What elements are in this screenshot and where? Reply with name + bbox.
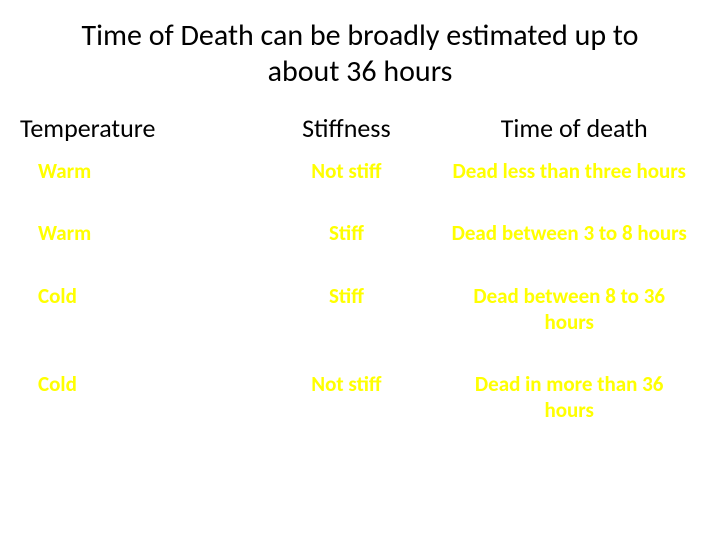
cell-time-of-death: Dead in more than 36 hours bbox=[448, 371, 700, 424]
cell-stiffness: Stiff bbox=[244, 220, 448, 246]
cell-time-of-death: Dead less than three hours bbox=[448, 158, 700, 184]
table-header-row: Temperature Stiffness Time of death bbox=[20, 112, 700, 144]
cell-temperature: Warm bbox=[20, 158, 244, 184]
cell-stiffness: Not stiff bbox=[244, 371, 448, 397]
cell-temperature: Warm bbox=[20, 220, 244, 246]
column-header-time-of-death: Time of death bbox=[448, 112, 700, 144]
table-row: Cold Stiff Dead between 8 to 36 hours bbox=[20, 283, 700, 336]
column-header-temperature: Temperature bbox=[20, 112, 244, 144]
slide-container: Time of Death can be broadly estimated u… bbox=[0, 0, 720, 540]
tod-table: Temperature Stiffness Time of death Warm… bbox=[20, 112, 700, 424]
cell-temperature: Cold bbox=[20, 283, 244, 309]
cell-time-of-death: Dead between 8 to 36 hours bbox=[448, 283, 700, 336]
table-row: Warm Not stiff Dead less than three hour… bbox=[20, 158, 700, 184]
cell-stiffness: Stiff bbox=[244, 283, 448, 309]
table-row: Warm Stiff Dead between 3 to 8 hours bbox=[20, 220, 700, 246]
page-title: Time of Death can be broadly estimated u… bbox=[20, 18, 700, 90]
cell-stiffness: Not stiff bbox=[244, 158, 448, 184]
cell-time-of-death: Dead between 3 to 8 hours bbox=[448, 220, 700, 246]
table-row: Cold Not stiff Dead in more than 36 hour… bbox=[20, 371, 700, 424]
column-header-stiffness: Stiffness bbox=[244, 112, 448, 144]
cell-temperature: Cold bbox=[20, 371, 244, 397]
